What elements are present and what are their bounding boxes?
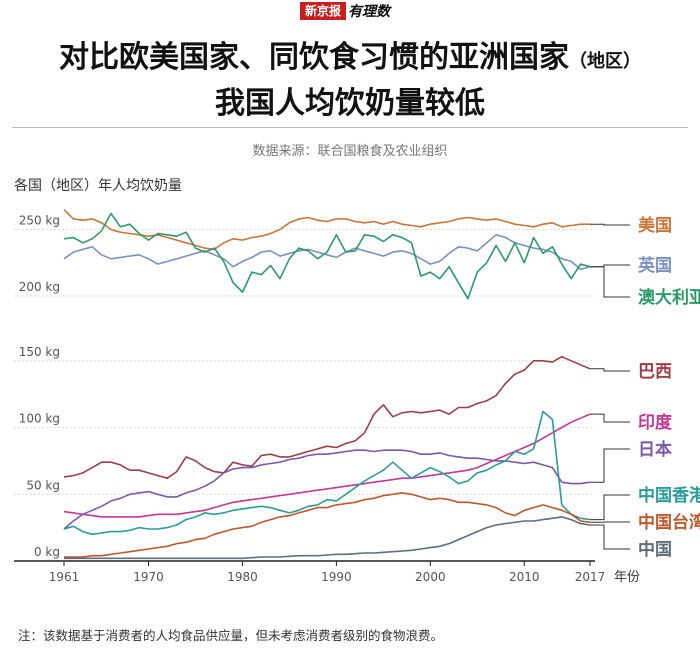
x-tick-label: 1961: [49, 570, 80, 584]
series-line-澳大利亚: [63, 212, 591, 300]
series-line-英国: [63, 234, 591, 271]
y-tick-label: 250 kg: [19, 214, 60, 228]
title-line-1: 对比欧美国家、同饮食习惯的亚洲国家（地区）: [0, 32, 700, 76]
y-tick-label: 100 kg: [19, 412, 60, 426]
leader-line-中国香港: [590, 494, 630, 521]
series-label-中国台湾: 中国台湾: [638, 512, 700, 533]
series-line-中国香港: [63, 410, 591, 536]
leader-line-美国: [590, 223, 630, 226]
leader-line-巴西: [590, 368, 630, 372]
x-tick-label: 1990: [321, 570, 352, 584]
title-divider: [12, 127, 688, 128]
data-source: 数据来源：联合国粮食及农业组织: [252, 144, 448, 159]
brand-newspaper: 新京报: [300, 2, 347, 20]
series-line-中国台湾: [64, 492, 591, 558]
leader-line-日本: [590, 448, 630, 483]
title-line-2: 我国人均饮奶量较低: [215, 86, 485, 121]
x-tick-label: 1970: [133, 570, 164, 584]
x-tick-label: 2017: [575, 570, 606, 584]
series-line-巴西: [63, 355, 591, 480]
series-line-印度: [63, 413, 591, 518]
series-label-中国: 中国: [638, 539, 672, 560]
y-tick-label: 50 kg: [26, 478, 60, 492]
brand-column: 有理数: [348, 4, 391, 20]
series-line-中国: [64, 516, 591, 560]
brand-logo: 新京报 有理数: [300, 2, 390, 20]
x-tick-label: 2000: [415, 570, 446, 584]
leader-line-印度: [590, 413, 630, 423]
series-label-印度: 印度: [638, 412, 673, 433]
title-note: （地区）: [569, 51, 641, 72]
x-tick-label: 2010: [509, 570, 540, 584]
series-label-英国: 英国: [638, 255, 672, 276]
axis-ticks: 0 kg 50 kg 100 kg 150 kg 200 kg 250 kg 1961 197…: [19, 214, 640, 586]
y-tick-label: 200 kg: [19, 280, 60, 294]
series-line-日本: [63, 449, 591, 530]
y-tick-label: 0 kg: [34, 545, 60, 559]
footnote: 注：该数据基于消费者的人均食品供应量，但未考虑消费者级别的食物浪费。: [18, 628, 444, 643]
legend-leaders: [590, 223, 630, 550]
title-main: 对比欧美国家、同饮食习惯的亚洲国家: [59, 40, 569, 75]
y-axis-title: 各国（地区）年人均饮奶量: [14, 178, 182, 194]
leader-line-中国: [590, 524, 630, 550]
series-label-澳大利亚: 澳大利亚: [638, 287, 700, 308]
leader-line-澳大利亚: [590, 266, 630, 298]
series-label-巴西: 巴西: [638, 362, 672, 382]
series-line-美国: [63, 209, 590, 251]
x-axis-title: 年份: [614, 570, 640, 585]
x-tick-label: 1980: [227, 570, 258, 584]
series-label-美国: 美国: [638, 215, 672, 236]
series-lines: [63, 209, 591, 560]
series-label-日本: 日本: [638, 439, 672, 460]
y-tick-label: 150 kg: [19, 345, 60, 359]
series-label-中国香港: 中国香港: [638, 485, 700, 506]
